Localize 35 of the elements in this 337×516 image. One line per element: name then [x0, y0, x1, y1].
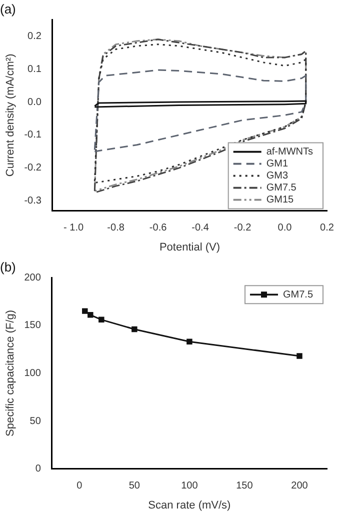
x-tick-label: -0.4 — [192, 222, 210, 234]
x-tick-label: 0.0 — [278, 222, 292, 234]
x-tick-label: -0.2 — [234, 222, 252, 234]
y-tick-label: 100 — [24, 368, 42, 379]
y-axis-title: Specific capacitance (F/g) — [4, 310, 17, 436]
legend-label: GM15 — [266, 194, 294, 206]
legend-label: GM7.5 — [266, 182, 297, 194]
y-tick-label: 0 — [35, 464, 42, 475]
y-tick-label: -0.2 — [24, 162, 42, 174]
x-tick-label: 0 — [76, 480, 83, 492]
chart-title: (a) — [0, 1, 16, 16]
x-tick-label: 100 — [181, 480, 198, 492]
x-tick-label: 50 — [128, 480, 140, 492]
y-tick-label: 0.0 — [28, 96, 42, 108]
x-tick-label: 150 — [236, 480, 254, 492]
x-tick-label: - 1.0 — [64, 222, 84, 234]
y-tick-label: -0.3 — [24, 196, 42, 207]
y-tick-label: 200 — [24, 272, 42, 284]
y-axis-title: Current density (mA/cm²) — [4, 54, 17, 177]
chart-title: (b) — [0, 259, 16, 274]
y-tick-label: -0.1 — [24, 130, 42, 141]
legend-label: GM1 — [266, 158, 288, 170]
x-axis-title: Potential (V) — [159, 241, 220, 254]
x-axis-title: Scan rate (mV/s) — [148, 499, 231, 512]
x-tick-label: 0.2 — [320, 222, 334, 234]
x-tick-label: -0.6 — [149, 222, 168, 234]
y-tick-label: 50 — [30, 416, 42, 427]
x-tick-label: -0.8 — [107, 222, 125, 234]
legend-label: GM7.5 — [282, 289, 314, 300]
y-tick-label: 0.1 — [28, 64, 42, 75]
legend-label: GM3 — [266, 170, 288, 182]
x-tick-label: 200 — [291, 480, 308, 492]
y-tick-label: 0.2 — [28, 30, 42, 42]
legend-label: af-MWNTs — [266, 146, 314, 158]
y-tick-label: 150 — [24, 320, 42, 332]
